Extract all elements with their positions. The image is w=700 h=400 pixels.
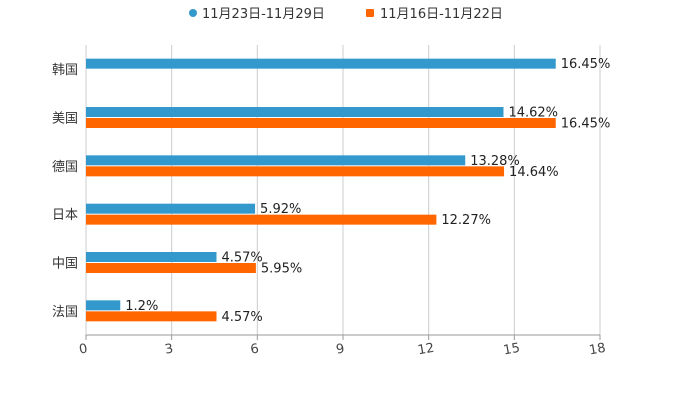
bar-series-1[interactable]: [86, 107, 504, 117]
bar-series-1[interactable]: [86, 203, 256, 214]
bar-series-1[interactable]: [86, 300, 121, 311]
x-axis-tick-labels: 0 3 6 9 12 15 18: [78, 341, 607, 359]
data-label-series-2: 4.57%: [221, 310, 262, 325]
data-label-series-1: 4.57%: [221, 251, 262, 266]
bars: [86, 58, 556, 322]
data-label-series-1: 1.2%: [125, 299, 158, 314]
y-category-label: 中国: [52, 257, 78, 272]
data-label-series-1: 14.62%: [508, 106, 558, 121]
x-axis: [85, 334, 601, 340]
data-label-series-2: 14.64%: [509, 165, 559, 180]
x-tick-label-15: 15: [502, 341, 521, 359]
data-label-series-2: 12.27%: [441, 213, 491, 228]
bar-series-1[interactable]: [86, 252, 217, 262]
legend-label-series-2: 11月16日-11月22日: [380, 7, 503, 22]
data-label-series-2: 5.95%: [261, 262, 302, 277]
bar-series-1[interactable]: [86, 155, 466, 166]
legend-item-series-1[interactable]: 11月23日-11月29日: [189, 7, 325, 22]
legend-item-series-2[interactable]: 11月16日-11月22日: [366, 7, 503, 22]
x-tick-label-3: 3: [164, 341, 175, 357]
data-label-series-1: 13.28%: [470, 154, 520, 169]
data-label-series-1: 5.92%: [260, 202, 301, 217]
bar-series-2[interactable]: [86, 214, 437, 225]
grid-lines: [85, 45, 601, 335]
data-label-series-2: 16.45%: [561, 117, 611, 132]
x-tick-label-18: 18: [588, 341, 607, 359]
x-tick-label-9: 9: [335, 341, 346, 357]
bar-series-2[interactable]: [86, 166, 505, 177]
bar-series-2[interactable]: [86, 118, 556, 128]
x-tick-label-12: 12: [417, 341, 436, 359]
y-category-label: 德国: [52, 160, 78, 175]
legend-marker-series-1: [189, 9, 197, 17]
x-tick-label-0: 0: [78, 341, 89, 357]
bar-series-2[interactable]: [86, 263, 256, 273]
legend: 11月23日-11月29日 11月16日-11月22日: [189, 7, 503, 22]
data-labels: 16.45%14.62%16.45%13.28%14.64%5.92%12.27…: [125, 57, 610, 325]
legend-label-series-1: 11月23日-11月29日: [202, 7, 325, 22]
x-tick-label-6: 6: [249, 341, 260, 357]
y-category-label: 美国: [52, 112, 78, 127]
bar-series-1[interactable]: [86, 58, 556, 69]
bar-series-2[interactable]: [86, 311, 217, 322]
legend-marker-series-2: [366, 9, 374, 17]
y-category-label: 韩国: [52, 63, 78, 78]
y-category-label: 法国: [52, 305, 78, 320]
data-label-series-1: 16.45%: [561, 57, 611, 72]
y-category-label: 日本: [52, 208, 78, 223]
